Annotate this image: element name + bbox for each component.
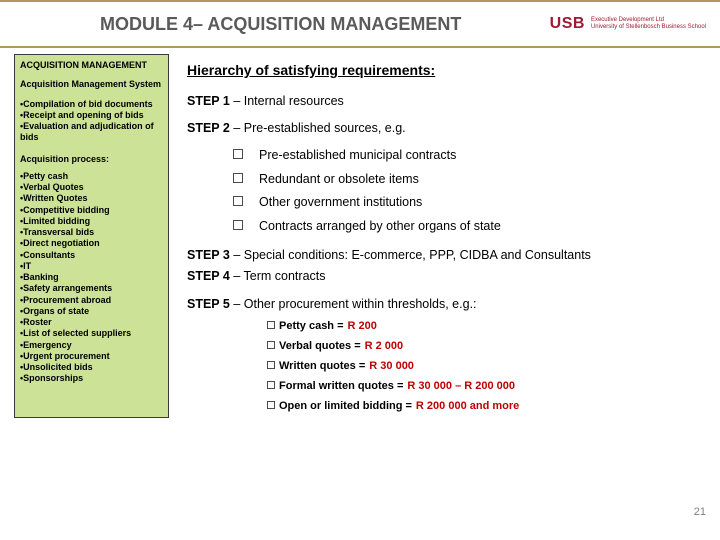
threshold-item: Petty cash = R 200 <box>267 318 702 335</box>
step-text: – Pre-established sources, e.g. <box>230 121 406 135</box>
slide-header: MODULE 4– ACQUISITION MANAGEMENT USB Exe… <box>0 0 720 48</box>
sub-text: Other government institutions <box>259 193 422 212</box>
threshold-item: Written quotes = R 30 000 <box>267 358 702 375</box>
sidebar-item: •Compilation of bid documents <box>20 99 163 110</box>
sidebar-item: •Evaluation and adjudication of bids <box>20 121 163 144</box>
logo-line-2: University of Stellenbosch Business Scho… <box>591 24 706 31</box>
threshold-item: Formal written quotes = R 30 000 – R 200… <box>267 378 702 395</box>
sidebar-item: •Written Quotes <box>20 193 163 204</box>
step-label: STEP 2 <box>187 121 230 135</box>
sidebar-subtitle: Acquisition Management System <box>20 79 163 90</box>
sidebar-item: •Direct negotiation <box>20 238 163 249</box>
threshold-label: Petty cash = <box>279 318 344 335</box>
checkbox-icon <box>233 220 243 230</box>
sidebar-title: ACQUISITION MANAGEMENT <box>20 60 163 71</box>
threshold-item: Verbal quotes = R 2 000 <box>267 338 702 355</box>
checkbox-icon <box>267 341 275 349</box>
threshold-label: Open or limited bidding = <box>279 398 412 415</box>
threshold-amount: R 30 000 – R 200 000 <box>407 378 515 395</box>
sub-item: Pre-established municipal contracts <box>233 146 702 165</box>
slide-title: MODULE 4– ACQUISITION MANAGEMENT <box>100 14 461 35</box>
step-label: STEP 1 <box>187 94 230 108</box>
sidebar-item: •Petty cash <box>20 171 163 182</box>
sub-item: Redundant or obsolete items <box>233 170 702 189</box>
sidebar-item: •Urgent procurement <box>20 351 163 362</box>
step-3: STEP 3 – Special conditions: E-commerce,… <box>187 246 702 265</box>
main-panel: Hierarchy of satisfying requirements: ST… <box>169 54 720 418</box>
sidebar-item: •Procurement abroad <box>20 295 163 306</box>
step-text: – Special conditions: E-commerce, PPP, C… <box>230 248 591 262</box>
sidebar-item: •Receipt and opening of bids <box>20 110 163 121</box>
threshold-amount: R 30 000 <box>369 358 414 375</box>
sidebar-heading-2: Acquisition process: <box>20 154 163 165</box>
step-text: – Internal resources <box>230 94 344 108</box>
step-4: STEP 4 – Term contracts <box>187 267 702 286</box>
threshold-label: Formal written quotes = <box>279 378 403 395</box>
sidebar-group-1: •Compilation of bid documents •Receipt a… <box>20 99 163 144</box>
sidebar-item: •Roster <box>20 317 163 328</box>
checkbox-icon <box>233 149 243 159</box>
checkbox-icon <box>267 361 275 369</box>
checkbox-icon <box>233 196 243 206</box>
checkbox-icon <box>267 321 275 329</box>
brand-logo: USB Executive Development Ltd University… <box>550 15 706 33</box>
checkbox-icon <box>267 381 275 389</box>
sub-text: Pre-established municipal contracts <box>259 146 456 165</box>
page-number: 21 <box>694 506 706 518</box>
threshold-label: Verbal quotes = <box>279 338 361 355</box>
sidebar-item: •Limited bidding <box>20 216 163 227</box>
main-title: Hierarchy of satisfying requirements: <box>187 60 702 82</box>
threshold-amount: R 200 <box>348 318 377 335</box>
sidebar-item: •Banking <box>20 272 163 283</box>
sub-text: Contracts arranged by other organs of st… <box>259 217 501 236</box>
checkbox-icon <box>267 401 275 409</box>
step-label: STEP 3 <box>187 248 230 262</box>
sidebar-item: •IT <box>20 261 163 272</box>
sidebar-item: •Safety arrangements <box>20 283 163 294</box>
step-5: STEP 5 – Other procurement within thresh… <box>187 295 702 314</box>
sidebar-item: •Transversal bids <box>20 227 163 238</box>
logo-mark: USB <box>550 15 585 33</box>
sidebar-item: •Competitive bidding <box>20 205 163 216</box>
threshold-label: Written quotes = <box>279 358 365 375</box>
sub-item: Contracts arranged by other organs of st… <box>233 217 702 236</box>
threshold-item: Open or limited bidding = R 200 000 and … <box>267 398 702 415</box>
step-1: STEP 1 – Internal resources <box>187 92 702 111</box>
checkbox-icon <box>233 173 243 183</box>
sidebar-group-2: •Petty cash •Verbal Quotes •Written Quot… <box>20 171 163 385</box>
sidebar-item: •Unsolicited bids <box>20 362 163 373</box>
logo-text: Executive Development Ltd University of … <box>591 17 706 30</box>
step-2-subitems: Pre-established municipal contracts Redu… <box>233 146 702 236</box>
sidebar-panel: ACQUISITION MANAGEMENT Acquisition Manag… <box>14 54 169 418</box>
logo-line-1: Executive Development Ltd <box>591 17 706 24</box>
slide-body: ACQUISITION MANAGEMENT Acquisition Manag… <box>0 48 720 418</box>
sidebar-item: •Verbal Quotes <box>20 182 163 193</box>
threshold-amount: R 200 000 and more <box>416 398 519 415</box>
step-label: STEP 5 <box>187 297 230 311</box>
sidebar-item: •List of selected suppliers <box>20 328 163 339</box>
thresholds-list: Petty cash = R 200 Verbal quotes = R 2 0… <box>267 318 702 415</box>
step-2: STEP 2 – Pre-established sources, e.g. <box>187 119 702 138</box>
step-text: – Other procurement within thresholds, e… <box>230 297 477 311</box>
threshold-amount: R 2 000 <box>365 338 404 355</box>
sidebar-item: •Sponsorships <box>20 373 163 384</box>
sidebar-item: •Emergency <box>20 340 163 351</box>
step-text: – Term contracts <box>230 269 326 283</box>
sidebar-item: •Consultants <box>20 250 163 261</box>
sidebar-item: •Organs of state <box>20 306 163 317</box>
sub-item: Other government institutions <box>233 193 702 212</box>
sub-text: Redundant or obsolete items <box>259 170 419 189</box>
step-label: STEP 4 <box>187 269 230 283</box>
